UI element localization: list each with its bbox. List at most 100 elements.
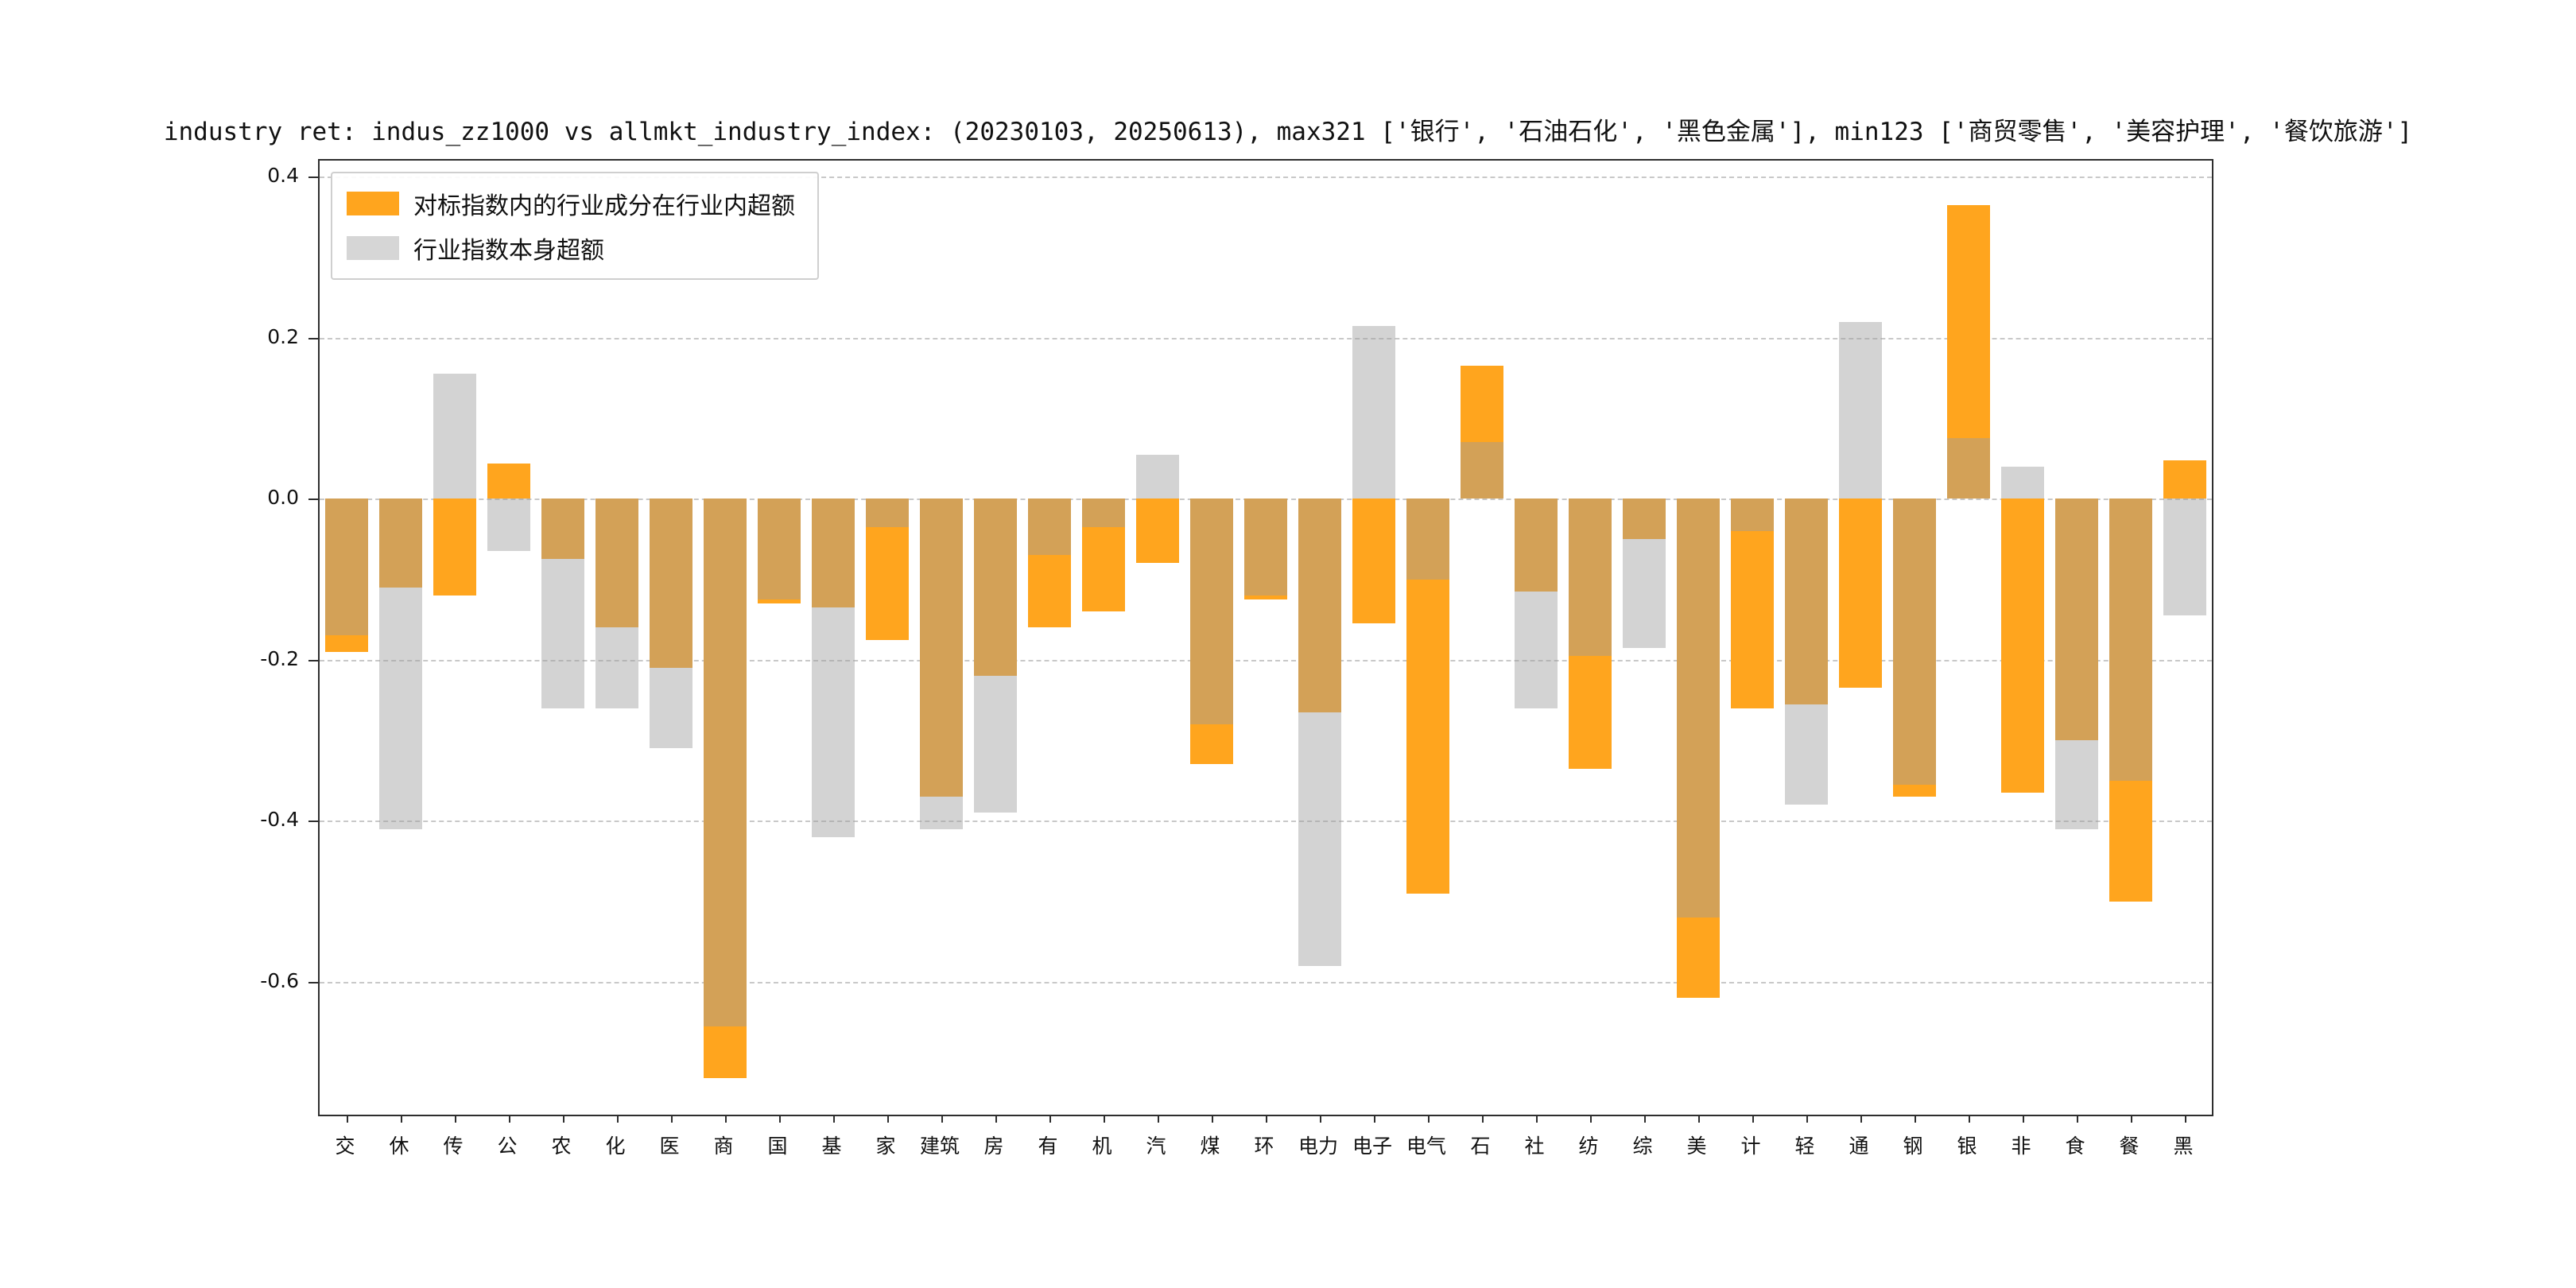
- bar-gray-国: [757, 499, 801, 599]
- legend-swatch-orange: [347, 192, 399, 215]
- y-tick-label: -0.6: [260, 968, 299, 992]
- x-tick-mark: [1482, 1115, 1484, 1123]
- x-tick-label-纺: 纺: [1578, 1135, 1599, 1158]
- x-axis-labels: 交 休 传 公 农 化 医 商 国 基 家建筑房 有 机 汽 煤 环 电力 电子 电气 石 社 纺 综 美 计 轻 通 钢 银 非 食 餐 黑: [318, 1131, 2210, 1194]
- legend: 对标指数内的行业成分在行业内超额 行业指数本身超额: [331, 172, 819, 280]
- x-tick-label-非: 非: [2011, 1135, 2031, 1158]
- x-tick-mark: [1806, 1115, 1808, 1123]
- x-tick-mark: [1860, 1115, 1862, 1123]
- x-tick-mark: [2077, 1115, 2078, 1123]
- bar-gray-公: [487, 499, 531, 552]
- x-tick-label-电力: 电力: [1298, 1135, 1338, 1158]
- legend-entry-index-excess: 行业指数本身超额: [347, 231, 795, 266]
- bar-gray-电子: [1352, 325, 1396, 499]
- bar-orange-餐: [2109, 499, 2153, 902]
- x-tick-mark: [1158, 1115, 1159, 1123]
- x-tick-mark: [1266, 1115, 1267, 1123]
- x-tick-label-银: 银: [1957, 1135, 1977, 1158]
- x-tick-label-房: 房: [983, 1135, 1004, 1158]
- y-tick-label: 0.0: [267, 486, 299, 510]
- bar-gray-环: [1243, 499, 1288, 596]
- x-tick-label-食: 食: [2065, 1135, 2085, 1158]
- x-tick-mark: [833, 1115, 835, 1123]
- bar-gray-餐: [2109, 499, 2153, 781]
- bar-gray-黑: [2163, 499, 2207, 616]
- bar-orange-纺: [1568, 499, 1612, 769]
- bar-orange-农: [541, 499, 585, 560]
- legend-label-index-excess: 行业指数本身超额: [413, 237, 604, 265]
- bar-orange-汽: [1135, 499, 1180, 564]
- bar-orange-食: [2054, 499, 2099, 741]
- bar-gray-商: [703, 499, 747, 1026]
- x-tick-mark: [1752, 1115, 1754, 1123]
- x-tick-label-计: 计: [1740, 1135, 1761, 1158]
- bar-gray-汽: [1135, 454, 1180, 499]
- x-tick-label-机: 机: [1092, 1135, 1112, 1158]
- x-tick-mark: [1428, 1115, 1430, 1123]
- y-tick-label: 0.4: [267, 164, 299, 188]
- x-tick-mark: [1969, 1115, 1970, 1123]
- x-tick-label-有: 有: [1038, 1135, 1058, 1158]
- x-tick-label-化: 化: [605, 1135, 626, 1158]
- bar-gray-纺: [1568, 499, 1612, 656]
- x-tick-mark: [779, 1115, 781, 1123]
- x-tick-mark: [1915, 1115, 1916, 1123]
- x-tick-label-汽: 汽: [1146, 1135, 1166, 1158]
- x-tick-mark: [1590, 1115, 1592, 1123]
- bar-orange-电力: [1298, 499, 1342, 712]
- x-tick-label-公: 公: [497, 1135, 518, 1158]
- plot-area: 对标指数内的行业成分在行业内超额 行业指数本身超额 0.4 0.2 0.0 -0.2 -…: [260, 159, 2213, 1123]
- bar-orange-休: [378, 499, 423, 588]
- x-tick-mark: [1644, 1115, 1646, 1123]
- gridline: [320, 177, 2212, 179]
- bar-gray-建筑: [919, 499, 964, 829]
- bar-orange-钢: [1892, 499, 1937, 797]
- y-tick-label: -0.2: [260, 646, 299, 670]
- x-tick-mark: [671, 1115, 673, 1123]
- x-tick-mark: [1320, 1115, 1321, 1123]
- x-tick-mark: [347, 1115, 348, 1123]
- bar-gray-石: [1460, 442, 1504, 499]
- bar-orange-家: [865, 499, 910, 640]
- bar-gray-银: [1946, 438, 1991, 499]
- x-tick-label-轻: 轻: [1794, 1135, 1815, 1158]
- bar-gray-计: [1730, 499, 1775, 531]
- x-tick-label-农: 农: [551, 1135, 572, 1158]
- x-tick-label-综: 综: [1632, 1135, 1653, 1158]
- chart-title: industry ret: indus_zz1000 vs allmkt_ind…: [163, 118, 2413, 146]
- x-tick-label-基: 基: [821, 1135, 842, 1158]
- bar-orange-电气: [1406, 499, 1450, 894]
- bar-gray-钢: [1892, 499, 1937, 785]
- bar-gray-通: [1838, 321, 1883, 499]
- y-tick-mark: [308, 499, 318, 501]
- x-tick-mark: [1049, 1115, 1051, 1123]
- bar-gray-休: [378, 499, 423, 829]
- x-tick-label-社: 社: [1524, 1135, 1545, 1158]
- x-tick-mark: [995, 1115, 997, 1123]
- bar-gray-医: [649, 499, 693, 749]
- y-tick-mark: [308, 337, 318, 339]
- bar-gray-非: [2000, 466, 2045, 499]
- x-tick-mark: [2185, 1115, 2186, 1123]
- bar-orange-煤: [1189, 499, 1234, 765]
- bar-gray-农: [541, 499, 585, 708]
- bar-orange-机: [1081, 499, 1126, 612]
- x-tick-mark: [941, 1115, 943, 1123]
- bar-gray-综: [1622, 499, 1666, 648]
- bar-orange-房: [973, 499, 1018, 677]
- y-tick-label: 0.2: [267, 324, 299, 348]
- bar-orange-基: [811, 499, 855, 608]
- x-tick-label-传: 传: [443, 1135, 464, 1158]
- legend-swatch-gray: [347, 236, 399, 260]
- x-tick-label-国: 国: [767, 1135, 788, 1158]
- x-tick-label-建筑: 建筑: [919, 1135, 960, 1158]
- bar-orange-有: [1027, 499, 1072, 628]
- legend-label-component-excess: 对标指数内的行业成分在行业内超额: [413, 192, 795, 220]
- bar-orange-传: [433, 499, 477, 596]
- bar-gray-电力: [1298, 499, 1342, 966]
- x-tick-label-商: 商: [713, 1135, 734, 1158]
- bar-gray-轻: [1784, 499, 1829, 805]
- x-tick-mark: [2131, 1115, 2132, 1123]
- y-tick-mark: [308, 659, 318, 661]
- gridline: [320, 981, 2212, 983]
